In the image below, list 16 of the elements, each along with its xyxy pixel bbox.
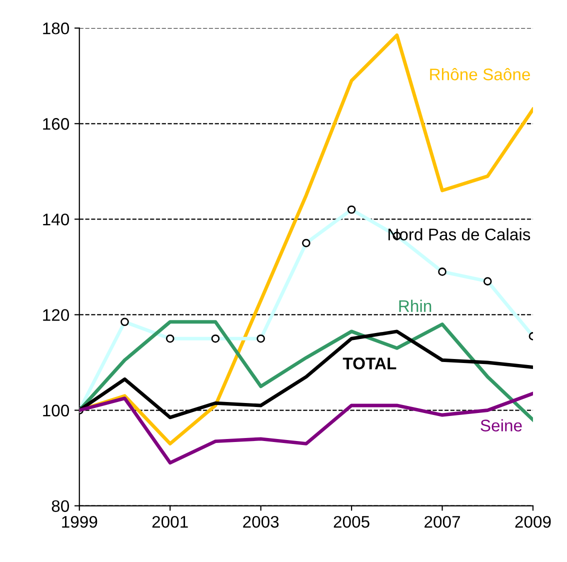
y-tick-label: 100 [43, 404, 70, 416]
x-tick-label: 2009 [515, 516, 551, 528]
series-label: Seine [480, 419, 522, 432]
x-tick-label: 2007 [424, 516, 460, 528]
y-tick-label: 80 [52, 500, 70, 512]
series-label: Rhône Saône [430, 68, 530, 80]
y-tick-label: 120 [43, 309, 70, 321]
y-tick-label: 160 [43, 118, 70, 130]
x-tick-label: 1999 [62, 516, 98, 528]
x-tick-label: 2005 [334, 516, 370, 528]
y-tick-label: 180 [43, 22, 70, 34]
x-tick-label: 2001 [152, 516, 188, 528]
series-label: Rhin [399, 300, 432, 312]
x-tick-label: 2003 [243, 516, 279, 528]
y-tick-label: 140 [43, 214, 70, 226]
series-label: TOTAL [342, 358, 396, 370]
